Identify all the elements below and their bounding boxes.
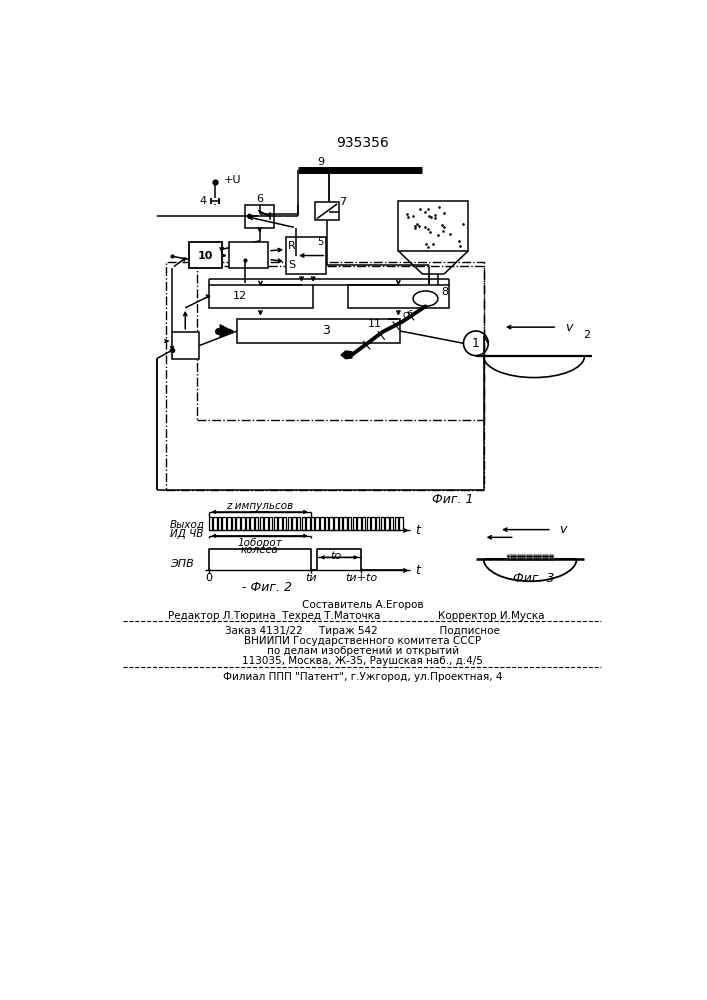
Text: Корректор И.Муска: Корректор И.Муска [438,611,544,621]
Text: tи+to: tи+to [345,573,378,583]
Polygon shape [507,554,554,559]
Text: 8: 8 [441,287,448,297]
Bar [209,285,313,308]
Text: 1оборот: 1оборот [238,538,282,548]
Text: R: R [288,241,296,251]
Text: 9: 9 [317,157,325,167]
Bar [237,319,400,343]
Text: Составитель А.Егоров: Составитель А.Егоров [302,600,423,610]
Text: 10: 10 [198,251,213,261]
Text: +U: +U [224,175,242,185]
Text: 3: 3 [322,324,330,337]
Text: v: v [565,321,573,334]
Bar [245,205,274,228]
Bar [348,285,449,308]
Text: 6: 6 [256,194,263,204]
Text: 4: 4 [199,196,206,206]
Text: t: t [415,524,420,537]
Text: 11: 11 [368,319,382,329]
Polygon shape [341,351,352,359]
Bar [172,332,199,359]
Text: to: to [330,551,341,561]
Text: 5: 5 [317,237,323,247]
Bar [286,237,327,274]
Text: ЭПВ: ЭПВ [170,559,194,569]
Text: 1: 1 [472,337,480,350]
Circle shape [247,214,252,218]
Text: S: S [288,260,296,270]
Text: сб: сб [402,310,414,320]
Text: 113035, Москва, Ж-35, Раушская наб., д.4/5: 113035, Москва, Ж-35, Раушская наб., д.4… [243,656,483,666]
Text: Фиг. 1: Фиг. 1 [432,493,474,506]
Text: Редактор Л.Тюрина  Техред Т.Маточка: Редактор Л.Тюрина Техред Т.Маточка [168,611,380,621]
Text: ВНИИПИ Государственного комитета СССР: ВНИИПИ Государственного комитета СССР [244,636,481,646]
Text: z импульсов: z импульсов [226,501,293,511]
Text: t: t [415,564,420,577]
Text: Заказ 4131/22     Тираж 542                   Подписное: Заказ 4131/22 Тираж 542 Подписное [226,626,500,636]
Text: tи: tи [305,573,317,583]
Text: 0: 0 [205,573,212,583]
Text: 12: 12 [233,291,247,301]
Text: Фиг. 3: Фиг. 3 [513,572,555,585]
Text: 7: 7 [339,197,346,207]
Bar [230,242,268,268]
Text: ИД ЧВ: ИД ЧВ [170,528,203,539]
Bar [166,262,484,490]
Text: 935356: 935356 [337,136,389,150]
Polygon shape [220,325,232,337]
Bar [315,202,339,220]
Text: Выход: Выход [170,519,205,529]
Bar [189,242,222,268]
Bar [197,266,484,420]
Text: - Фиг. 2: - Фиг. 2 [242,581,291,594]
Text: по делам изобретений и открытий: по делам изобретений и открытий [267,646,459,656]
Text: v: v [559,523,566,536]
Text: Филиал ППП "Патент", г.Ужгород, ул.Проектная, 4: Филиал ППП "Патент", г.Ужгород, ул.Проек… [223,672,503,682]
Bar [398,201,468,251]
Ellipse shape [413,291,438,306]
Text: 2: 2 [583,330,590,340]
Text: колеса: колеса [241,545,279,555]
